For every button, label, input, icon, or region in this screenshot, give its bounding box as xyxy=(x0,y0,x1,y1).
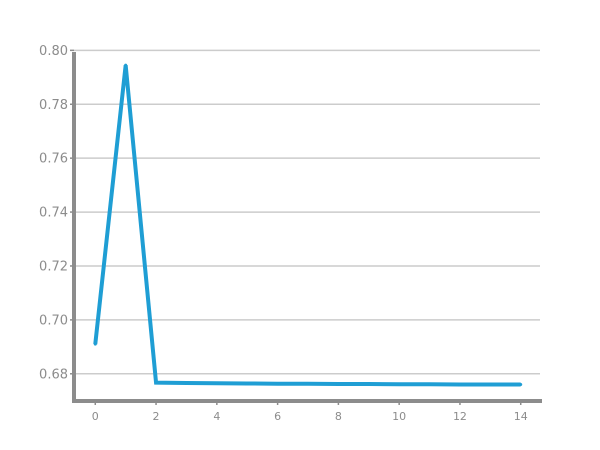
x-tick-label-7: 14 xyxy=(514,410,528,423)
series-line-0 xyxy=(93,64,521,387)
data-point-0-0 xyxy=(93,342,97,346)
y-tick-label-2: 0.72 xyxy=(39,259,68,274)
x-tick-label-5: 10 xyxy=(392,410,406,423)
y-tick-label-4: 0.76 xyxy=(39,152,68,167)
data-point-0-12 xyxy=(458,383,462,387)
data-point-0-11 xyxy=(428,382,432,386)
y-tick-label-1: 0.70 xyxy=(39,313,68,328)
data-point-0-1 xyxy=(124,63,128,67)
x-tick-label-3: 6 xyxy=(274,410,281,423)
x-tick-label-1: 2 xyxy=(153,410,160,423)
data-point-0-13 xyxy=(488,383,492,387)
y-tick-label-3: 0.74 xyxy=(39,206,68,221)
data-point-0-10 xyxy=(397,382,401,386)
data-point-0-4 xyxy=(215,381,219,385)
data-point-0-6 xyxy=(276,382,280,386)
y-tick-label-5: 0.78 xyxy=(39,98,68,113)
data-point-0-14 xyxy=(519,383,523,387)
tick-layer: 0.68 0.70 0.72 0.74 0.76 0.78 0.80 0 2 4 6 8 10 12 14 xyxy=(39,44,528,423)
series-layer xyxy=(93,63,523,387)
data-point-0-5 xyxy=(245,381,249,385)
x-tick-label-6: 12 xyxy=(453,410,467,423)
axis-layer xyxy=(72,52,542,403)
data-point-0-9 xyxy=(367,382,371,386)
y-tick-label-0: 0.68 xyxy=(39,367,68,382)
x-tick-label-2: 4 xyxy=(213,410,220,423)
data-point-0-3 xyxy=(184,381,188,385)
x-tick-label-0: 0 xyxy=(92,410,99,423)
y-tick-label-6: 0.80 xyxy=(39,44,68,59)
data-point-0-2 xyxy=(154,381,158,385)
x-tick-label-4: 8 xyxy=(335,410,342,423)
data-point-0-7 xyxy=(306,382,310,386)
grid-layer xyxy=(74,49,540,375)
data-point-0-8 xyxy=(336,382,340,386)
